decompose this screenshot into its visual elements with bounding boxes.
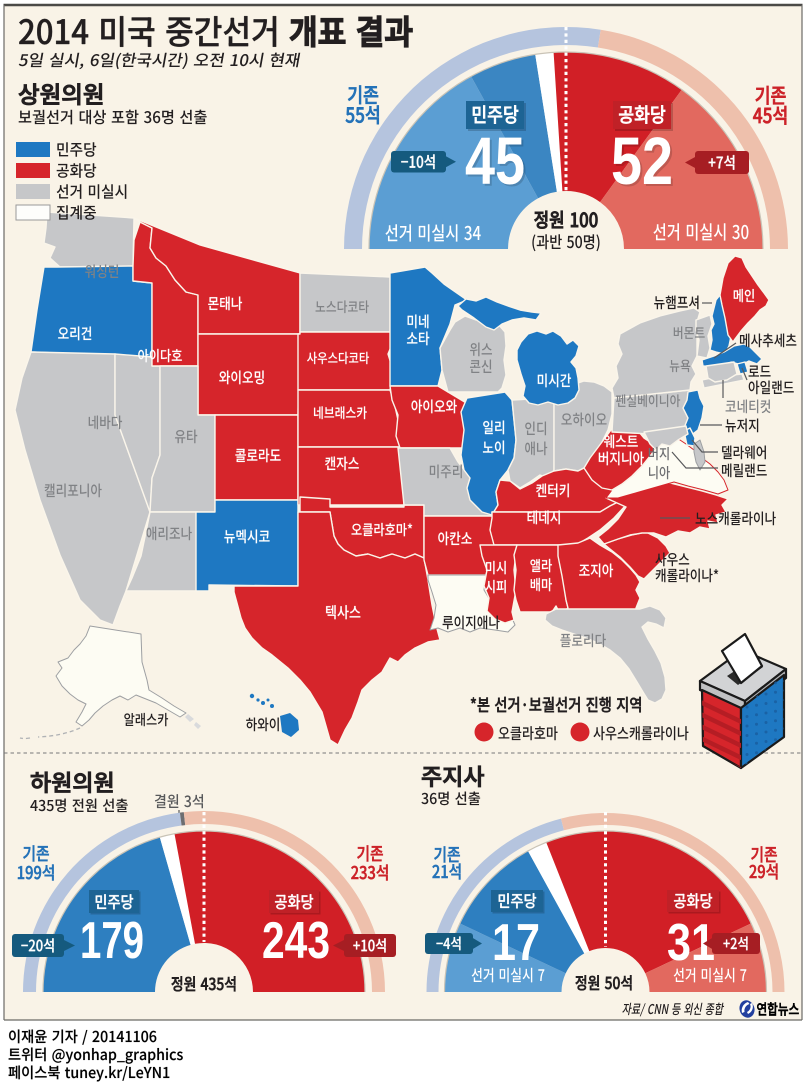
svg-text:243: 243 <box>262 912 330 970</box>
svg-text:52: 52 <box>613 126 675 201</box>
svg-text:17: 17 <box>492 914 540 972</box>
svg-text:52: 52 <box>611 124 673 199</box>
svg-text:179: 179 <box>80 912 144 970</box>
svg-text:45: 45 <box>465 124 525 199</box>
svg-text:45: 45 <box>467 126 527 201</box>
